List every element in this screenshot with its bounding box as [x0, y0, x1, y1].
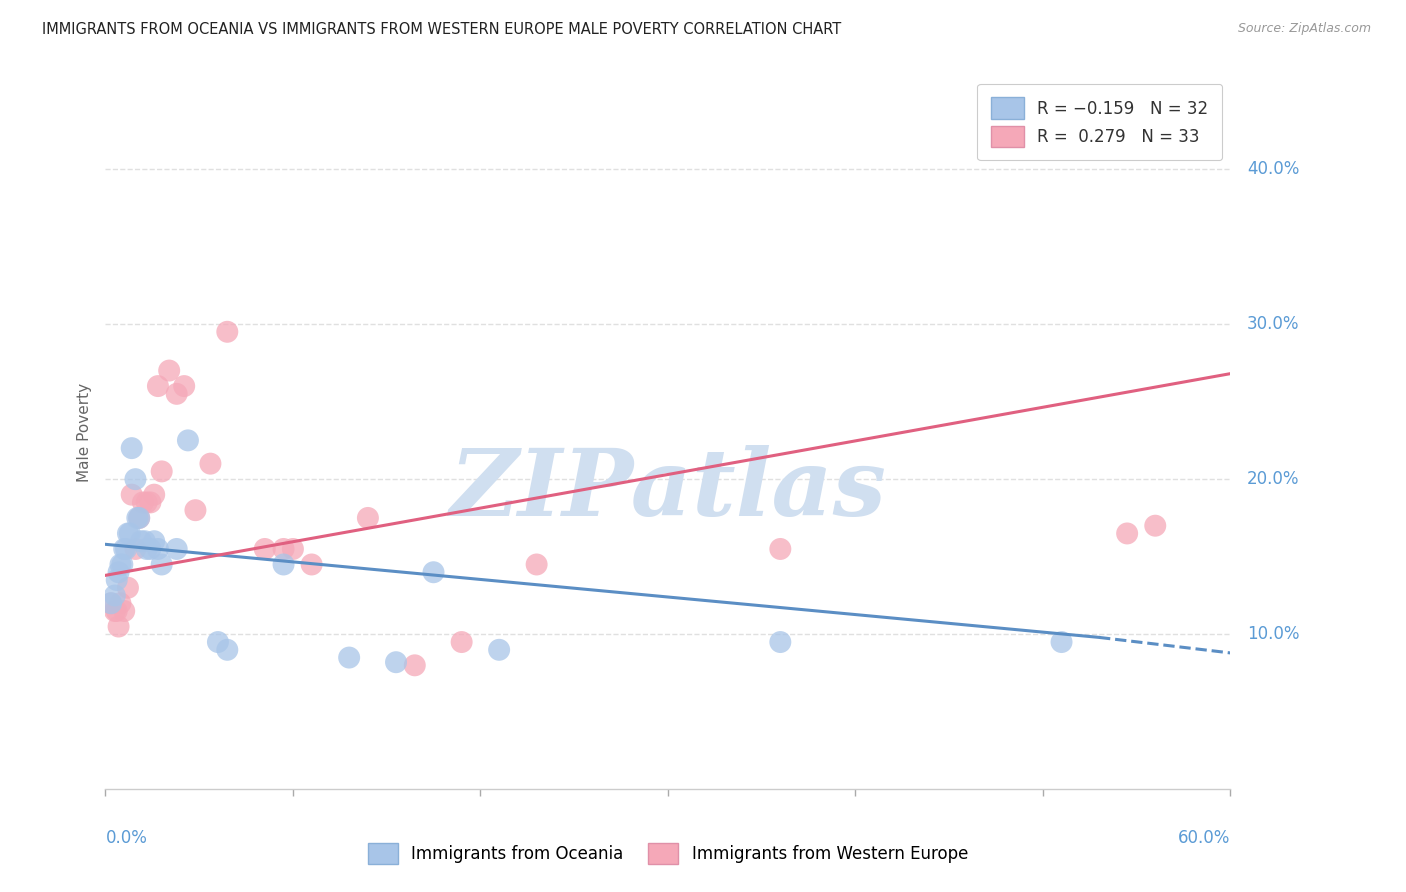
Point: [217, 642, 239, 657]
Point: [139, 495, 162, 509]
Point: [150, 558, 173, 572]
Point: [385, 655, 408, 669]
Point: [184, 503, 207, 517]
Point: [117, 581, 139, 595]
Text: 40.0%: 40.0%: [1247, 160, 1299, 178]
Text: 10.0%: 10.0%: [1247, 625, 1299, 643]
Point: [110, 596, 132, 610]
Point: [273, 558, 295, 572]
Point: [217, 325, 239, 339]
Point: [526, 558, 548, 572]
Point: [253, 541, 276, 556]
Point: [200, 457, 222, 471]
Point: [769, 635, 792, 649]
Point: [124, 541, 146, 556]
Point: [166, 541, 188, 556]
Point: [281, 541, 304, 556]
Legend: R = −0.159   N = 32, R =  0.279   N = 33: R = −0.159 N = 32, R = 0.279 N = 33: [977, 84, 1222, 161]
Point: [111, 558, 134, 572]
Point: [146, 379, 169, 393]
Point: [337, 650, 360, 665]
Point: [129, 534, 152, 549]
Point: [112, 604, 135, 618]
Point: [135, 495, 157, 509]
Point: [104, 589, 127, 603]
Point: [157, 363, 180, 377]
Point: [404, 658, 426, 673]
Point: [273, 541, 295, 556]
Point: [1116, 526, 1139, 541]
Point: [132, 495, 155, 509]
Text: IMMIGRANTS FROM OCEANIA VS IMMIGRANTS FROM WESTERN EUROPE MALE POVERTY CORRELATI: IMMIGRANTS FROM OCEANIA VS IMMIGRANTS FR…: [42, 22, 841, 37]
Point: [488, 642, 510, 657]
Text: ZIPatlas: ZIPatlas: [450, 445, 886, 534]
Text: 20.0%: 20.0%: [1247, 470, 1299, 488]
Text: 0.0%: 0.0%: [105, 830, 148, 847]
Point: [121, 488, 143, 502]
Legend: Immigrants from Oceania, Immigrants from Western Europe: Immigrants from Oceania, Immigrants from…: [361, 837, 974, 871]
Point: [105, 573, 128, 587]
Point: [422, 566, 444, 580]
Point: [1050, 635, 1073, 649]
Text: 60.0%: 60.0%: [1178, 830, 1230, 847]
Point: [139, 541, 162, 556]
Point: [769, 541, 792, 556]
Point: [127, 511, 149, 525]
Point: [207, 635, 229, 649]
Point: [121, 441, 143, 455]
Point: [135, 541, 157, 556]
Point: [143, 488, 166, 502]
Point: [128, 511, 150, 525]
Point: [301, 558, 323, 572]
Point: [110, 558, 132, 572]
Point: [100, 596, 122, 610]
Point: [166, 387, 188, 401]
Point: [450, 635, 472, 649]
Point: [134, 534, 156, 549]
Point: [143, 534, 166, 549]
Point: [107, 566, 129, 580]
Point: [146, 541, 169, 556]
Point: [112, 541, 135, 556]
Point: [128, 511, 150, 525]
Point: [124, 472, 146, 486]
Point: [118, 526, 141, 541]
Point: [105, 604, 128, 618]
Point: [100, 596, 122, 610]
Point: [177, 434, 200, 448]
Point: [115, 541, 138, 556]
Point: [107, 619, 129, 633]
Point: [150, 464, 173, 478]
Y-axis label: Male Poverty: Male Poverty: [76, 383, 91, 483]
Point: [117, 526, 139, 541]
Point: [1144, 518, 1167, 533]
Point: [104, 604, 127, 618]
Text: Source: ZipAtlas.com: Source: ZipAtlas.com: [1237, 22, 1371, 36]
Point: [357, 511, 380, 525]
Point: [173, 379, 195, 393]
Text: 30.0%: 30.0%: [1247, 315, 1299, 333]
